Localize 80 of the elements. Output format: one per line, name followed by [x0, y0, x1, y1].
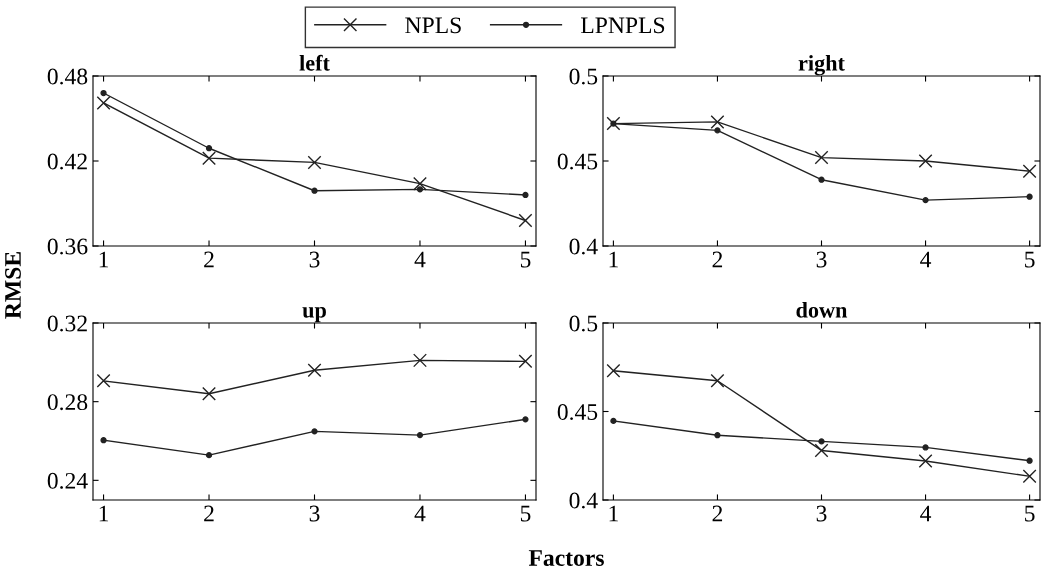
chart-title: up [302, 306, 326, 323]
x-tick-label: 2 [204, 251, 214, 268]
chart-title: left [299, 54, 330, 71]
point [814, 150, 829, 165]
point [1026, 457, 1033, 464]
x-tick-label: 5 [1025, 505, 1035, 522]
x-tick-label: 2 [712, 505, 723, 522]
x-tick-label: 5 [520, 505, 531, 522]
y-tick-label: 0.4 [569, 238, 598, 255]
x-tick-label: 3 [816, 505, 827, 522]
legend-label: NPLS [405, 17, 461, 34]
point [205, 452, 213, 459]
point [416, 431, 424, 439]
y-tick-label: 0.24 [47, 472, 88, 489]
x-tick-label: 4 [414, 505, 426, 522]
point [818, 438, 825, 445]
point [922, 196, 929, 204]
x-tick-label: 1 [609, 251, 618, 268]
y-tick-label: 0.28 [47, 394, 88, 411]
point [814, 443, 829, 458]
point [610, 417, 617, 425]
point [202, 386, 216, 401]
x-tick-label: 3 [309, 505, 320, 522]
x-tick-label: 1 [609, 505, 618, 522]
point [714, 127, 721, 134]
point [610, 120, 617, 127]
point [710, 114, 725, 129]
x-tick-label: 4 [920, 251, 932, 268]
point [518, 354, 533, 369]
point [307, 363, 322, 378]
point [100, 437, 107, 444]
point [922, 444, 929, 451]
point [416, 186, 424, 193]
y-tick-label: 0.48 [47, 68, 88, 85]
y-tick-label: 0.36 [47, 238, 88, 255]
x-tick-label: 2 [204, 505, 214, 522]
x-tick-label: 3 [309, 251, 320, 268]
point [413, 353, 427, 368]
y-tick-label: 0.4 [569, 492, 598, 509]
point [205, 145, 213, 152]
x-tick-label: 3 [816, 251, 827, 268]
point [818, 176, 825, 183]
point [714, 432, 721, 439]
y-tick-label: 0.45 [557, 153, 598, 170]
legend-label: LPNPLS [581, 17, 665, 34]
y-tick-label: 0.42 [47, 153, 87, 170]
point [413, 176, 427, 191]
x-axis-title: Factors [528, 550, 604, 566]
point [710, 373, 725, 388]
y-tick-label: 0.32 [47, 315, 87, 332]
point [1026, 193, 1033, 200]
x-tick-label: 4 [414, 251, 426, 268]
chart-title: down [796, 302, 848, 318]
point [96, 373, 111, 388]
point [311, 428, 318, 435]
point [1022, 164, 1037, 179]
x-tick-label: 5 [1025, 251, 1035, 268]
point [606, 116, 621, 131]
point [606, 363, 621, 378]
point [100, 89, 107, 97]
x-tick-label: 4 [920, 505, 932, 522]
y-tick-label: 0.5 [569, 315, 598, 332]
y-tick-label: 0.5 [569, 68, 598, 85]
point [96, 95, 111, 110]
x-tick-label: 1 [99, 505, 109, 522]
point [518, 213, 533, 228]
point [311, 187, 318, 194]
chart-title: right [798, 55, 845, 76]
point [918, 454, 933, 469]
x-tick-label: 1 [99, 251, 109, 268]
point [522, 191, 529, 199]
point [1022, 469, 1037, 484]
point [522, 416, 529, 423]
point [307, 155, 322, 170]
point [202, 151, 216, 166]
x-tick-label: 5 [520, 251, 531, 268]
y-tick-label: 0.45 [557, 403, 598, 421]
y-axis-title: RMSE [5, 252, 21, 319]
x-tick-label: 2 [712, 251, 723, 268]
point [918, 154, 933, 168]
